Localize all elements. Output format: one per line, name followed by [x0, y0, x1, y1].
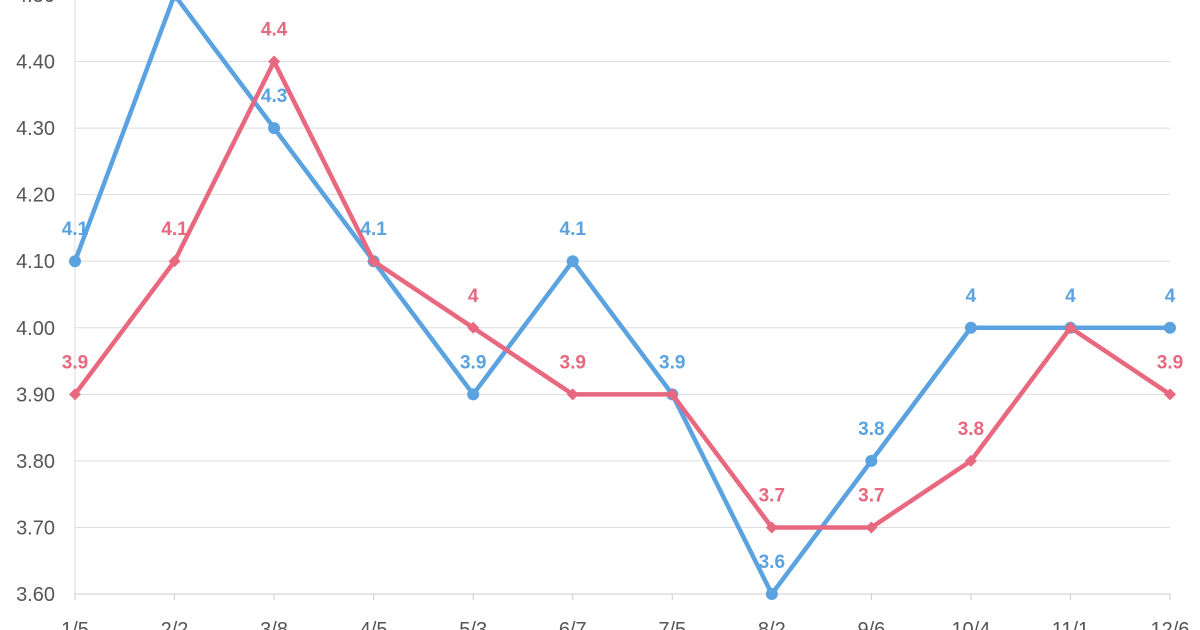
data-label: 3.9: [460, 352, 486, 373]
data-label: 4: [966, 286, 977, 307]
y-tick-label: 4.30: [16, 118, 55, 140]
y-axis-tick-labels: 3.60 3.70 3.80 3.90 4.00 4.10 4.20 4.30 4.40 4.50: [16, 0, 55, 606]
data-labels: 4.1 4.3 4.1 3.9 4.1 3.9 3.6 3.8 4 4 4 3.9 4.1 4.4 4 3.9…: [62, 20, 1183, 573]
data-point: [765, 588, 778, 600]
data-point: [268, 122, 281, 135]
data-label: 3.8: [858, 419, 884, 440]
data-label: 4: [1165, 286, 1176, 307]
data-point: [69, 388, 81, 401]
series-lines: [69, 0, 1176, 600]
x-tick-label: 12/6: [1151, 619, 1190, 630]
data-label: 4.1: [360, 219, 387, 240]
data-label: 4.4: [261, 20, 288, 41]
data-label: 4.1: [62, 219, 89, 240]
data-point: [69, 255, 81, 268]
data-label: 3.7: [759, 485, 785, 506]
data-label: 3.7: [858, 485, 884, 506]
data-label: 3.9: [659, 352, 685, 373]
data-point: [666, 388, 679, 401]
data-label: 3.9: [62, 352, 88, 373]
x-tick-label: 6/7: [559, 619, 587, 630]
data-point: [964, 321, 977, 334]
y-tick-label: 3.60: [16, 584, 55, 606]
data-point: [1164, 321, 1176, 334]
series-line-1: [72, 0, 1170, 597]
data-point: [367, 255, 380, 268]
x-tick-label: 4/5: [360, 619, 388, 630]
data-point: [467, 388, 480, 401]
data-label: 4.3: [261, 86, 287, 107]
data-point: [171, 0, 178, 1]
x-tick-label: 7/5: [658, 619, 686, 630]
data-label: 3.8: [958, 419, 984, 440]
data-point: [865, 521, 878, 534]
x-tick-label: 11/1: [1052, 619, 1089, 630]
x-tick-label: 1/5: [61, 619, 89, 630]
series-line-2: [73, 59, 1172, 530]
x-tick-label: 10/4: [951, 619, 990, 630]
x-tick-label: 8/2: [758, 619, 786, 630]
y-tick-label: 4.00: [16, 318, 55, 340]
data-point: [964, 454, 977, 467]
data-label: 4.1: [161, 219, 188, 240]
x-tick-label: 5/3: [459, 619, 487, 630]
data-label: 4: [1065, 286, 1076, 307]
x-tick-label: 3/8: [260, 619, 288, 630]
y-tick-label: 4.50: [16, 0, 55, 7]
y-tick-label: 3.80: [16, 451, 55, 473]
grid-lines: [75, 61, 1170, 595]
y-tick-label: 3.90: [16, 384, 55, 406]
x-axis-tick-labels: 1/5 2/2 3/8 4/5 5/3 6/7 7/5 8/2 9/6 10/4 11/1 12/6: [61, 619, 1189, 630]
data-label: 3.9: [1157, 352, 1183, 373]
data-point: [467, 321, 480, 334]
axes: [74, 0, 1171, 600]
data-label: 4.1: [560, 219, 587, 240]
y-tick-label: 3.70: [16, 517, 55, 539]
x-tick-label: 9/6: [857, 619, 885, 630]
data-label: 4: [468, 286, 479, 307]
data-point: [168, 255, 181, 268]
y-tick-label: 4.40: [16, 52, 55, 74]
data-point: [566, 255, 579, 268]
y-tick-label: 4.10: [16, 251, 55, 273]
y-tick-label: 4.20: [16, 185, 55, 207]
x-tick-label: 2/2: [161, 619, 189, 630]
data-point: [566, 388, 579, 401]
data-point: [865, 454, 878, 467]
data-label: 3.6: [759, 552, 785, 573]
data-point: [1064, 321, 1077, 334]
data-point: [268, 55, 281, 68]
data-point: [1164, 388, 1176, 401]
data-label: 3.9: [560, 352, 586, 373]
data-point: [765, 521, 778, 534]
